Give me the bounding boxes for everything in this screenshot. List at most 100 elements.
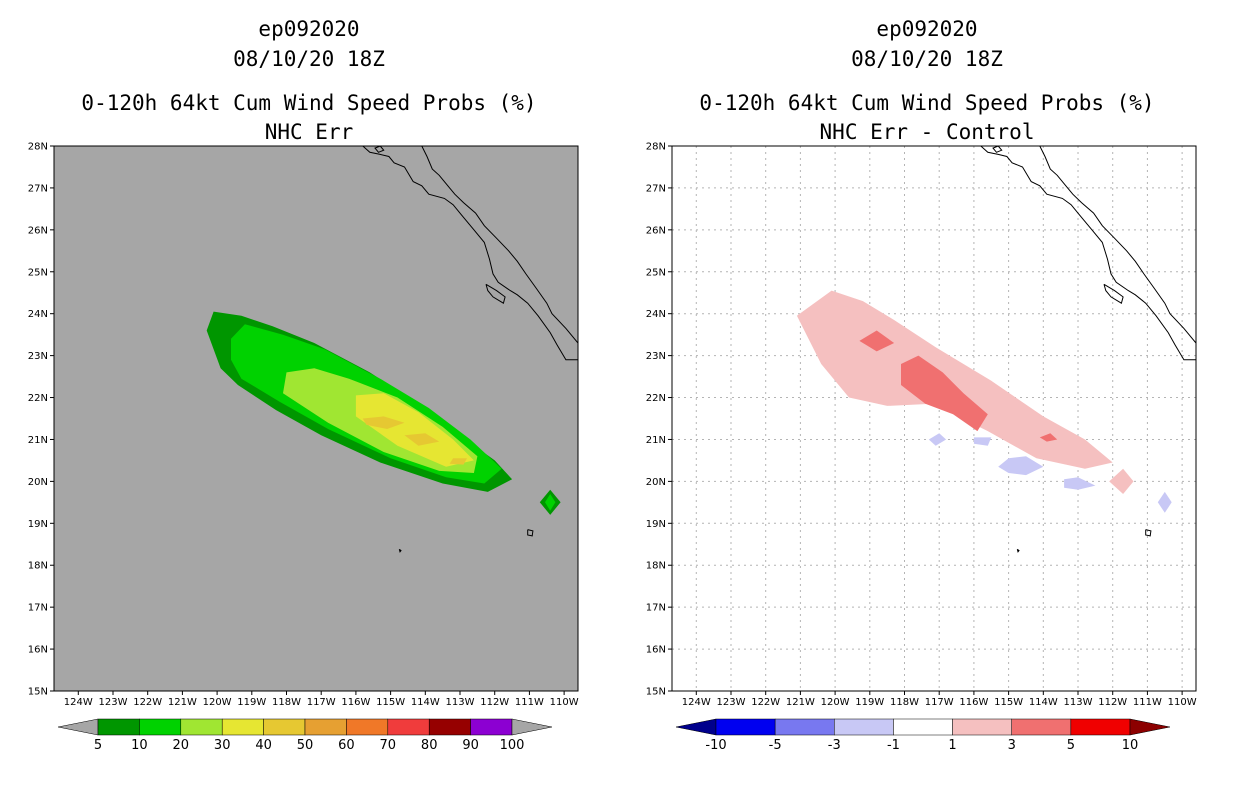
x-tick-label: 114W (1029, 697, 1058, 708)
x-tick-label: 119W (855, 697, 884, 708)
x-tick-label: 120W (821, 697, 850, 708)
panel-subtitle: NHC Err - Control (819, 120, 1035, 144)
colorbar-label: 70 (380, 738, 397, 753)
x-tick-label: 112W (480, 697, 509, 708)
product-title: 0-120h 64kt Cum Wind Speed Probs (%) (81, 91, 537, 115)
map-background (672, 146, 1196, 691)
x-tick-label: 117W (307, 697, 336, 708)
y-tick-label: 18N (646, 561, 666, 572)
x-tick-label: 110W (1168, 697, 1197, 708)
y-tick-label: 28N (28, 142, 48, 153)
x-tick-label: 113W (1064, 697, 1093, 708)
panel-subtitle: NHC Err (264, 120, 354, 144)
coastline (992, 146, 1003, 153)
contour-region (928, 433, 947, 446)
colorbar-label: 5 (94, 738, 102, 753)
colorbar-segment (221, 718, 264, 736)
y-tick-label: 19N (28, 519, 48, 530)
x-tick-label: 116W (959, 697, 988, 708)
colorbar-label: 3 (1008, 738, 1016, 753)
colorbar-label: 100 (500, 738, 525, 753)
y-tick-label: 26N (28, 225, 48, 236)
contour-region (859, 330, 895, 352)
x-tick-label: 124W (64, 697, 93, 708)
coastline (485, 283, 506, 304)
coastline-layer (980, 146, 1196, 553)
contour-region (1109, 468, 1134, 494)
colorbar-label: -5 (769, 738, 782, 753)
x-tick-label: 113W (446, 697, 475, 708)
colorbar-segment (952, 718, 1012, 736)
colorbar-label: 5 (1067, 738, 1075, 753)
contour-region (998, 456, 1044, 476)
colorbar-label: 30 (214, 738, 231, 753)
y-tick-label: 25N (28, 267, 48, 278)
colorbar-segment (774, 718, 835, 736)
colorbar-label: 1 (948, 738, 956, 753)
colorbar: -10 -5 -3 -1 1 3 5 10 (675, 718, 1171, 753)
y-tick-label: 16N (28, 645, 48, 656)
colorbar-high-arrow (1129, 718, 1171, 736)
x-tick-label: 121W (786, 697, 815, 708)
colorbar-label: -1 (887, 738, 900, 753)
y-tick-label: 28N (646, 142, 666, 153)
x-tick-label: 110W (550, 697, 579, 708)
colorbar-segment (304, 718, 347, 736)
coastline (1016, 548, 1020, 553)
coastline (374, 146, 385, 153)
y-tick-label: 26N (646, 225, 666, 236)
x-tick-label: 123W (99, 697, 128, 708)
colorbar-segment (834, 718, 894, 736)
map-frame (53, 145, 579, 692)
colorbar-segment (263, 718, 306, 736)
map-layers (206, 146, 578, 553)
x-tick-label: 111W (1133, 697, 1162, 708)
x-tick-label: 118W (272, 697, 301, 708)
y-tick-label: 22N (646, 393, 666, 404)
coastline-layer (362, 146, 578, 553)
colorbar-segment (715, 718, 776, 736)
colorbar-label: 60 (338, 738, 355, 753)
colorbar-high-arrow (511, 718, 553, 736)
y-tick-label: 25N (646, 267, 666, 278)
y-tick-label: 20N (28, 477, 48, 488)
colorbar-segment (139, 718, 182, 736)
x-tick-label: 123W (717, 697, 746, 708)
x-tick-label: 121W (168, 697, 197, 708)
y-tick-label: 15N (28, 687, 48, 698)
y-tick-label: 24N (646, 309, 666, 320)
coastline (1145, 529, 1152, 537)
y-tick-label: 23N (28, 351, 48, 362)
product-title: 0-120h 64kt Cum Wind Speed Probs (%) (699, 91, 1155, 115)
x-tick-label: 115W (994, 697, 1023, 708)
colorbar-segment (470, 718, 513, 736)
colorbar-label: 90 (462, 738, 479, 753)
coastline (1039, 146, 1196, 344)
date-time-title: 08/10/20 18Z (233, 47, 385, 71)
x-tick-label: 114W (411, 697, 440, 708)
y-tick-label: 22N (28, 393, 48, 404)
contour-region (1064, 477, 1096, 490)
contour-region (1039, 433, 1058, 442)
contour-region (1157, 491, 1172, 513)
colorbar-label: 40 (255, 738, 272, 753)
x-tick-label: 115W (376, 697, 405, 708)
x-tick-label: 116W (341, 697, 370, 708)
y-tick-label: 16N (646, 645, 666, 656)
coastline (527, 529, 534, 537)
y-tick-label: 19N (646, 519, 666, 530)
colorbar-label: 20 (173, 738, 190, 753)
colorbar-segment (428, 718, 471, 736)
panel-nhc-err-minus-control: ep092020 08/10/20 18Z 0-120h 64kt Cum Wi… (618, 0, 1236, 800)
colorbar-low-arrow (57, 718, 99, 736)
contour-region (901, 355, 988, 432)
colorbar: 5 10 20 30 40 50 60 70 80 90 100 (57, 718, 553, 753)
y-tick-label: 24N (28, 309, 48, 320)
contour-region (449, 458, 467, 465)
colorbar-segment (893, 718, 953, 736)
colorbar-segment (387, 718, 430, 736)
map-layers (672, 146, 1196, 691)
colorbar-segment (1070, 718, 1131, 736)
y-tick-label: 21N (28, 435, 48, 446)
y-tick-label: 17N (646, 603, 666, 614)
